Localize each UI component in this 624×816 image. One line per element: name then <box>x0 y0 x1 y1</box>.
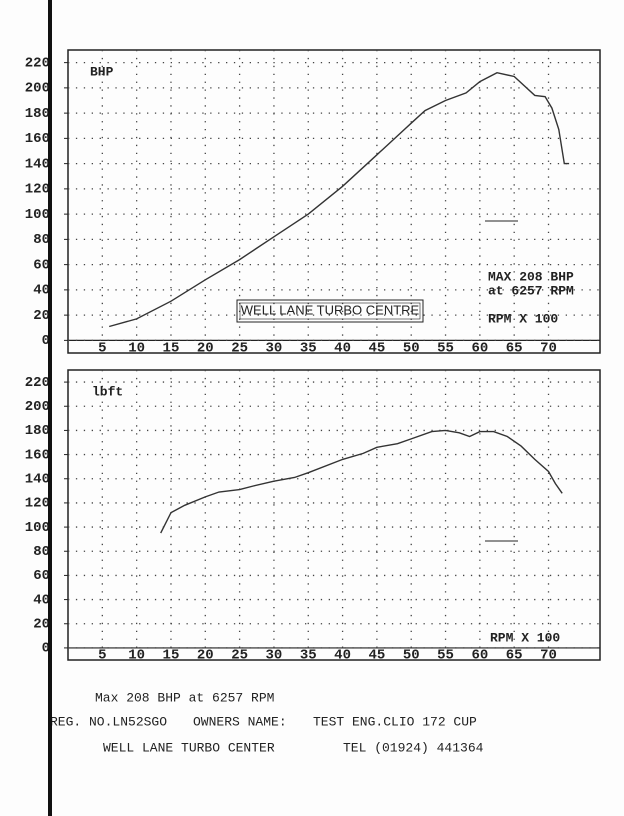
tel: TEL (01924) 441364 <box>343 740 484 755</box>
x-tick-label: 30 <box>266 648 283 664</box>
annotation: MAX 208 BHP <box>488 269 574 284</box>
y-tick-label: 200 <box>25 399 50 415</box>
y-tick-label: 180 <box>25 423 50 439</box>
x-tick-label: 25 <box>231 648 248 664</box>
x-tick-label: 55 <box>437 648 454 664</box>
annotation: WELL LANE TURBO CENTRE <box>241 302 420 317</box>
y-tick-label: 160 <box>25 131 50 147</box>
data-line <box>109 71 570 328</box>
y-tick-label: 80 <box>33 232 50 248</box>
annotation-box <box>236 299 424 323</box>
x-tick-label: 15 <box>163 341 180 357</box>
max-line: Max 208 BHP at 6257 RPM <box>95 690 274 705</box>
annotation: at 6257 RPM <box>488 283 574 298</box>
owner-label: OWNERS NAME: <box>193 714 287 729</box>
y-tick-label: 0 <box>42 641 50 657</box>
y-axis-label: BHP <box>90 64 114 79</box>
y-tick-label: 200 <box>25 81 50 97</box>
company: WELL LANE TURBO CENTER <box>103 740 275 755</box>
x-tick-label: 25 <box>231 341 248 357</box>
x-axis-label: RPM X 100 <box>488 311 558 326</box>
x-tick-label: 20 <box>197 648 214 664</box>
x-tick-label: 65 <box>506 341 523 357</box>
x-tick-label: 60 <box>471 648 488 664</box>
y-axis-label: lbft <box>92 384 123 399</box>
x-tick-label: 50 <box>403 648 420 664</box>
x-tick-label: 35 <box>300 341 317 357</box>
y-tick-label: 20 <box>33 616 50 632</box>
x-tick-label: 55 <box>437 341 454 357</box>
y-tick-label: 220 <box>25 55 50 71</box>
y-tick-label: 60 <box>33 568 50 584</box>
x-tick-label: 45 <box>368 341 385 357</box>
annotation-box <box>239 302 421 320</box>
y-tick-label: 100 <box>25 207 50 223</box>
x-tick-label: 40 <box>334 648 351 664</box>
x-axis-label: RPM X 100 <box>490 630 560 645</box>
x-tick-label: 10 <box>128 341 145 357</box>
x-tick-label: 20 <box>197 341 214 357</box>
y-tick-label: 40 <box>33 283 50 299</box>
y-tick-label: 140 <box>25 471 50 487</box>
x-tick-label: 30 <box>266 341 283 357</box>
y-tick-label: 120 <box>25 496 50 512</box>
x-tick-label: 35 <box>300 648 317 664</box>
x-tick-label: 70 <box>540 341 557 357</box>
x-tick-label: 60 <box>471 341 488 357</box>
x-tick-label: 5 <box>98 341 106 357</box>
x-tick-label: 65 <box>506 648 523 664</box>
plot-frame <box>67 49 601 354</box>
y-tick-label: 120 <box>25 182 50 198</box>
y-tick-label: 100 <box>25 520 50 536</box>
x-tick-label: 15 <box>163 648 180 664</box>
x-tick-label: 10 <box>128 648 145 664</box>
owner: TEST ENG.CLIO 172 CUP <box>313 714 477 729</box>
y-tick-label: 40 <box>33 592 50 608</box>
y-tick-label: 80 <box>33 544 50 560</box>
y-tick-label: 180 <box>25 106 50 122</box>
x-tick-label: 70 <box>540 648 557 664</box>
x-tick-label: 50 <box>403 341 420 357</box>
y-tick-label: 0 <box>42 333 50 349</box>
x-tick-label: 5 <box>98 648 106 664</box>
y-tick-label: 140 <box>25 156 50 172</box>
x-tick-label: 45 <box>368 648 385 664</box>
reg: REG. NO.LN52SGO <box>50 714 167 729</box>
data-line <box>160 429 563 534</box>
y-tick-label: 220 <box>25 375 50 391</box>
plot-frame <box>67 369 601 661</box>
x-tick-label: 40 <box>334 341 351 357</box>
y-tick-label: 160 <box>25 447 50 463</box>
y-tick-label: 20 <box>33 308 50 324</box>
y-tick-label: 60 <box>33 257 50 273</box>
